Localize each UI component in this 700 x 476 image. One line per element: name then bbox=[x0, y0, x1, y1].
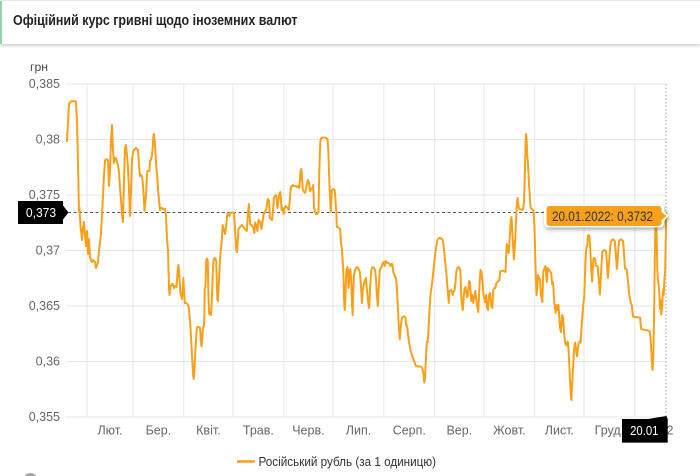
svg-text:0,36: 0,36 bbox=[36, 355, 60, 369]
svg-text:0,38: 0,38 bbox=[36, 133, 60, 147]
svg-text:Лют.: Лют. bbox=[97, 424, 122, 438]
svg-text:0,375: 0,375 bbox=[29, 188, 60, 202]
svg-text:Російський рубль (за 1 одиницю: Російський рубль (за 1 одиницю) bbox=[259, 454, 437, 469]
svg-text:Вер.: Вер. bbox=[446, 424, 472, 438]
svg-text:Груд.: Груд. bbox=[595, 424, 624, 438]
svg-text:20.01: 20.01 bbox=[630, 423, 659, 438]
svg-text:0,373: 0,373 bbox=[26, 206, 56, 220]
svg-text:Черв.: Черв. bbox=[292, 424, 324, 438]
svg-text:Жовт.: Жовт. bbox=[493, 424, 526, 438]
svg-text:0,365: 0,365 bbox=[29, 299, 60, 313]
svg-text:Лип.: Лип. bbox=[346, 424, 371, 438]
svg-text:Бер.: Бер. bbox=[146, 424, 172, 438]
svg-text:Лист.: Лист. bbox=[545, 424, 574, 438]
svg-text:Трав.: Трав. bbox=[243, 424, 274, 438]
svg-text:0,385: 0,385 bbox=[29, 77, 60, 91]
svg-text:Квіт.: Квіт. bbox=[196, 424, 221, 438]
svg-text:грн: грн bbox=[30, 60, 48, 74]
svg-text:Серп.: Серп. bbox=[393, 424, 426, 438]
svg-text:20.01.2022: 0,3732: 20.01.2022: 0,3732 bbox=[552, 209, 653, 224]
svg-text:0,37: 0,37 bbox=[36, 244, 60, 258]
svg-text:0,355: 0,355 bbox=[29, 410, 60, 424]
